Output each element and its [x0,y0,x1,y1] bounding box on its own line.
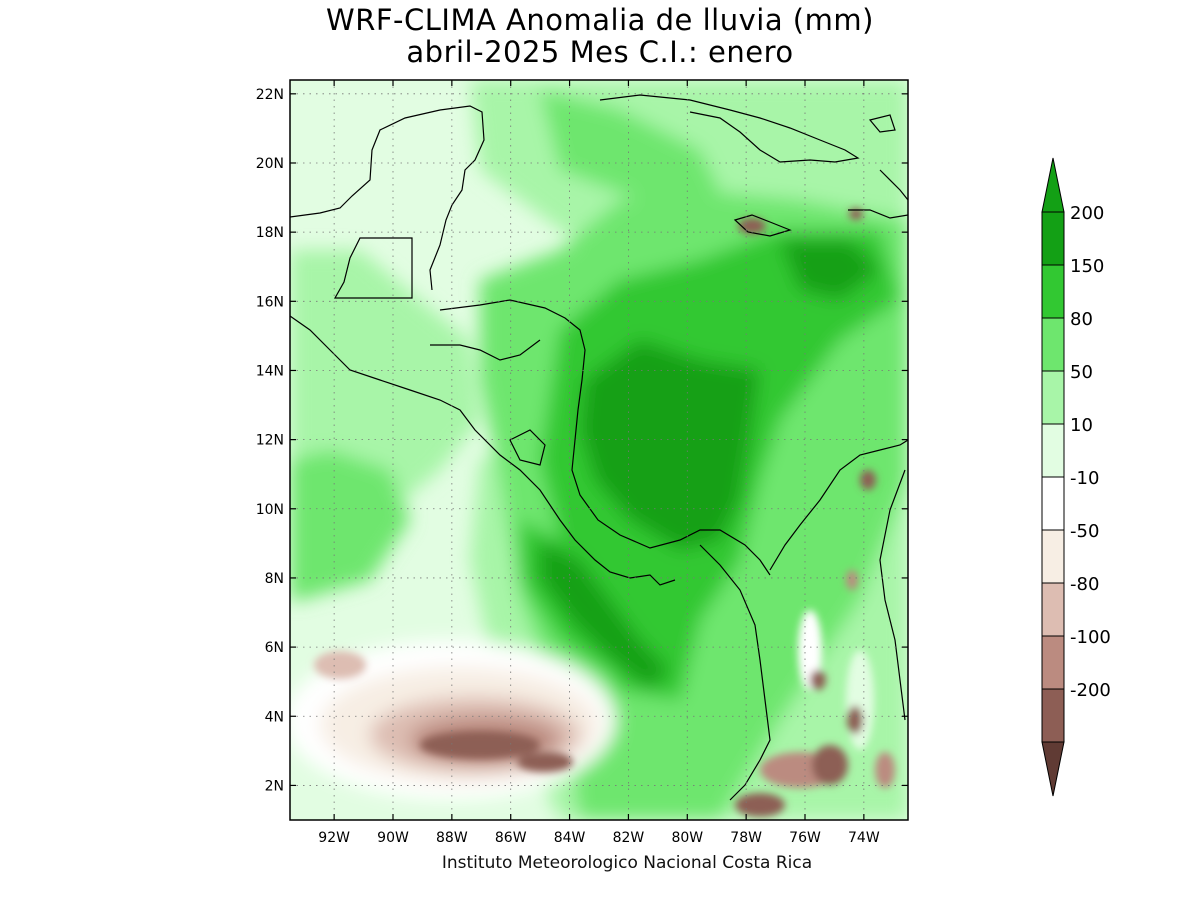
map-title-line-2: abril-2025 Mes C.I.: enero [406,35,794,69]
lon-tick-label-8: 76W [789,830,821,846]
lat-tick-label-8: 18N [256,225,284,241]
lat-tick-label-4: 10N [256,502,284,518]
colorbar-label-3: 50 [1070,362,1093,383]
lon-tick-label-5: 82W [613,830,645,846]
central-america-caribbean-coast [439,299,771,576]
cuba-coast [599,94,860,163]
mexico-gulf-coast [290,105,485,291]
colorbar-top-arrow [1041,157,1065,213]
colorbar-bin-1 [1041,264,1065,319]
lat-tick-label-5: 12N [256,433,284,449]
central-america-pacific-coast [290,315,676,586]
anomaly-core-minus-200-b [517,752,573,772]
anomaly-andes-dry-6 [860,470,876,490]
lon-tick-label-3: 86W [495,830,527,846]
lat-tick-label-6: 14N [256,363,284,379]
colombia-inland-border [879,469,906,721]
lat-tick-label-3: 8N [265,571,284,587]
panama-colombia-coast [699,544,771,801]
colorbar-bin-7 [1041,582,1065,637]
jamaica-coast [733,214,792,237]
colorbar-bin-6 [1041,529,1065,584]
colorbar-label-6: -50 [1070,521,1099,542]
colorbar-label-8: -100 [1070,627,1111,648]
coastlines [290,94,908,801]
map-title-line-1: WRF-CLIMA Anomalia de lluvia (mm) [326,3,874,37]
anomaly-andes-dry-8 [875,752,895,788]
colorbar-bin-9 [1041,688,1065,743]
anomaly-andes-dry-4 [847,706,863,734]
lon-tick-label-6: 80W [671,830,703,846]
colorbar-bin-3 [1041,370,1065,425]
colorbar-label-0: 200 [1070,203,1104,224]
colorbar-bin-8 [1041,635,1065,690]
colorbar-label-1: 150 [1070,256,1104,277]
anomaly-andes-dry-5 [810,670,826,690]
honduras-inland [430,339,541,361]
colorbar-label-5: -10 [1070,468,1099,489]
colorbar-bin-0 [1041,211,1065,266]
colorbar-label-2: 80 [1070,309,1093,330]
anomaly-andes-dry-3 [812,745,848,785]
anomaly-core-minus-200 [420,731,540,759]
map-frame [289,79,909,821]
lat-tick-label-10: 22N [256,87,284,103]
anomaly-region-over-200 [580,340,760,550]
lon-tick-label-4: 84W [554,830,586,846]
anomaly-andes-streak-1 [798,610,822,690]
anomaly-fine-features [314,208,895,817]
longitude-axis: 92W 90W 88W 86W 84W 82W 80W 78W 76W 74W [318,80,880,846]
lon-tick-label-7: 78W [730,830,762,846]
anomaly-region-80-150-west [290,450,410,600]
institution-credit: Instituto Meteorologico Nacional Costa R… [441,853,813,873]
colorbar-label-9: -200 [1070,680,1111,701]
hispaniola-coast [848,169,908,219]
colombia-caribbean-coast [769,439,908,571]
anomaly-patch-minus-80 [314,651,366,679]
yucatan-border [333,237,413,299]
colorbar-bin-2 [1041,317,1065,372]
nicaragua-inland [509,429,546,466]
anomaly-hispaniola-dry [849,208,863,220]
anomaly-region-over-200-coast [540,540,670,690]
bahamas-coast [868,114,896,133]
anomaly-region-over-200-ne [780,240,880,300]
anomaly-andes-dry-7 [846,570,858,590]
anomaly-andes-dry-2 [735,793,785,817]
anomaly-region-80-150-north [540,90,720,200]
map-panel [290,80,908,820]
lon-tick-label-1: 90W [377,830,409,846]
colorbar-legend: 200 150 80 50 10 -10 -50 -80 -100 -200 [1041,157,1111,797]
latitude-axis: 2N 4N 6N 8N 10N 12N 14N 16N 18N 20N 22N [256,87,908,794]
colorbar-bin-4 [1041,423,1065,478]
colorbar-label-4: 10 [1070,415,1093,436]
colorbar-bottom-arrow [1041,741,1065,797]
lat-tick-label-7: 16N [256,294,284,310]
lat-tick-label-0: 2N [265,778,284,794]
lat-tick-label-2: 6N [265,640,284,656]
colorbar-bin-5 [1041,476,1065,531]
lon-tick-label-9: 74W [848,830,880,846]
lon-tick-label-0: 92W [318,830,350,846]
lat-tick-label-9: 20N [256,156,284,172]
graticule [290,80,908,820]
colorbar-label-7: -80 [1070,574,1099,595]
lon-tick-label-2: 88W [436,830,468,846]
lat-tick-label-1: 4N [265,709,284,725]
anomaly-andes-streak-2 [846,650,874,750]
